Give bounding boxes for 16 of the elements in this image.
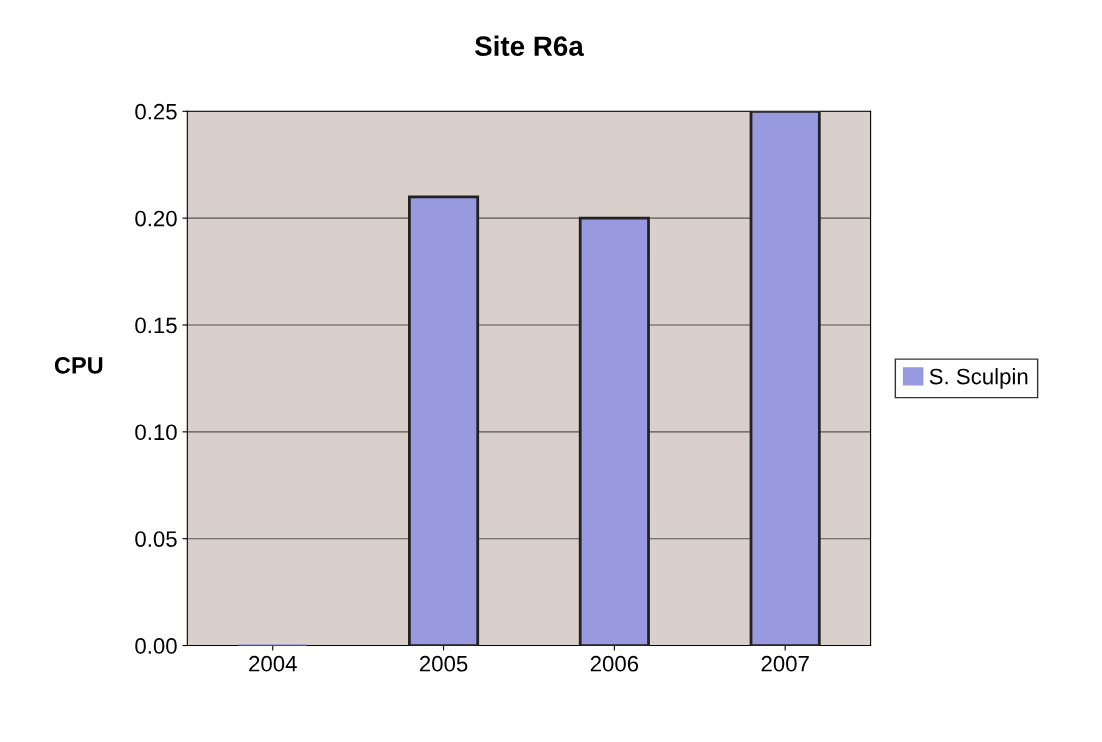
y-tick-label: 0.20 — [135, 210, 177, 227]
x-tick-label: 2004 — [249, 655, 297, 672]
y-axis-title: CPU — [54, 357, 103, 374]
y-tick-label: 0.00 — [135, 638, 177, 654]
legend-label: S. Sculpin — [929, 368, 1028, 389]
y-tick-label: 0.05 — [135, 531, 177, 547]
bar — [578, 216, 650, 646]
bar — [408, 195, 480, 646]
x-tick-label: 2007 — [761, 655, 809, 672]
x-tick-label: 2005 — [419, 655, 468, 672]
chart-title: Site R6a — [474, 35, 584, 57]
y-tick-label: 0.15 — [135, 317, 177, 334]
y-tick-label: 0.10 — [135, 424, 177, 441]
x-tick-label: 2006 — [590, 655, 639, 672]
y-tick-label: 0.25 — [135, 103, 177, 120]
bar — [749, 111, 821, 646]
